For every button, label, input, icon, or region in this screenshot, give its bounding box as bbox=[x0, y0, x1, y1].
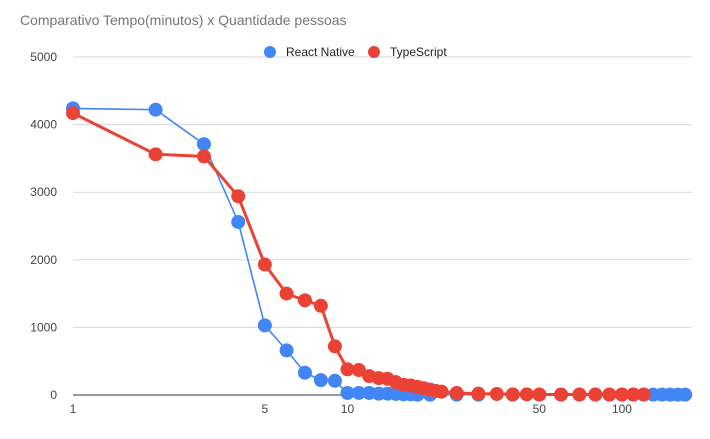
data-point bbox=[313, 298, 328, 313]
data-point bbox=[231, 214, 246, 229]
y-tick-label: 3000 bbox=[30, 185, 57, 199]
data-point bbox=[148, 147, 163, 162]
data-point bbox=[572, 387, 587, 402]
x-tick-label: 5 bbox=[262, 402, 269, 416]
y-tick-label: 0 bbox=[50, 388, 57, 402]
data-point bbox=[614, 387, 629, 402]
data-point bbox=[505, 387, 520, 402]
data-point bbox=[554, 387, 569, 402]
data-point bbox=[279, 343, 294, 358]
data-point bbox=[434, 384, 449, 399]
data-point bbox=[602, 387, 617, 402]
x-tick-label: 50 bbox=[533, 402, 547, 416]
data-point bbox=[351, 362, 366, 377]
y-tick-label: 4000 bbox=[30, 118, 57, 132]
data-point bbox=[636, 387, 651, 402]
data-point bbox=[297, 293, 312, 308]
data-point bbox=[588, 387, 603, 402]
legend-label: TypeScript bbox=[390, 45, 447, 59]
data-point bbox=[297, 365, 312, 380]
data-point bbox=[327, 373, 342, 388]
data-point bbox=[532, 387, 547, 402]
data-point bbox=[148, 102, 163, 117]
data-point bbox=[340, 362, 355, 377]
data-point bbox=[489, 386, 504, 401]
data-point bbox=[626, 387, 641, 402]
y-tick-label: 1000 bbox=[30, 320, 57, 334]
data-point bbox=[231, 189, 246, 204]
data-point bbox=[449, 385, 464, 400]
data-point bbox=[257, 318, 272, 333]
data-point bbox=[471, 386, 486, 401]
data-point bbox=[351, 385, 366, 400]
data-point bbox=[678, 387, 693, 402]
x-tick-label: 100 bbox=[612, 402, 632, 416]
data-point bbox=[279, 286, 294, 301]
legend-marker bbox=[264, 46, 276, 58]
y-tick-label: 5000 bbox=[30, 50, 57, 64]
data-point bbox=[313, 373, 328, 388]
data-point bbox=[327, 339, 342, 354]
data-point bbox=[519, 387, 534, 402]
y-tick-label: 2000 bbox=[30, 253, 57, 267]
data-point bbox=[196, 149, 211, 164]
legend-marker bbox=[368, 46, 380, 58]
x-tick-label: 1 bbox=[70, 402, 77, 416]
series-line bbox=[72, 107, 686, 396]
legend-label: React Native bbox=[286, 45, 355, 59]
data-point bbox=[257, 257, 272, 272]
data-point bbox=[66, 106, 80, 121]
data-point bbox=[340, 385, 355, 400]
chart-title: Comparativo Tempo(minutos) x Quantidade … bbox=[20, 12, 347, 28]
x-tick-label: 10 bbox=[341, 402, 355, 416]
data-point bbox=[196, 137, 211, 152]
